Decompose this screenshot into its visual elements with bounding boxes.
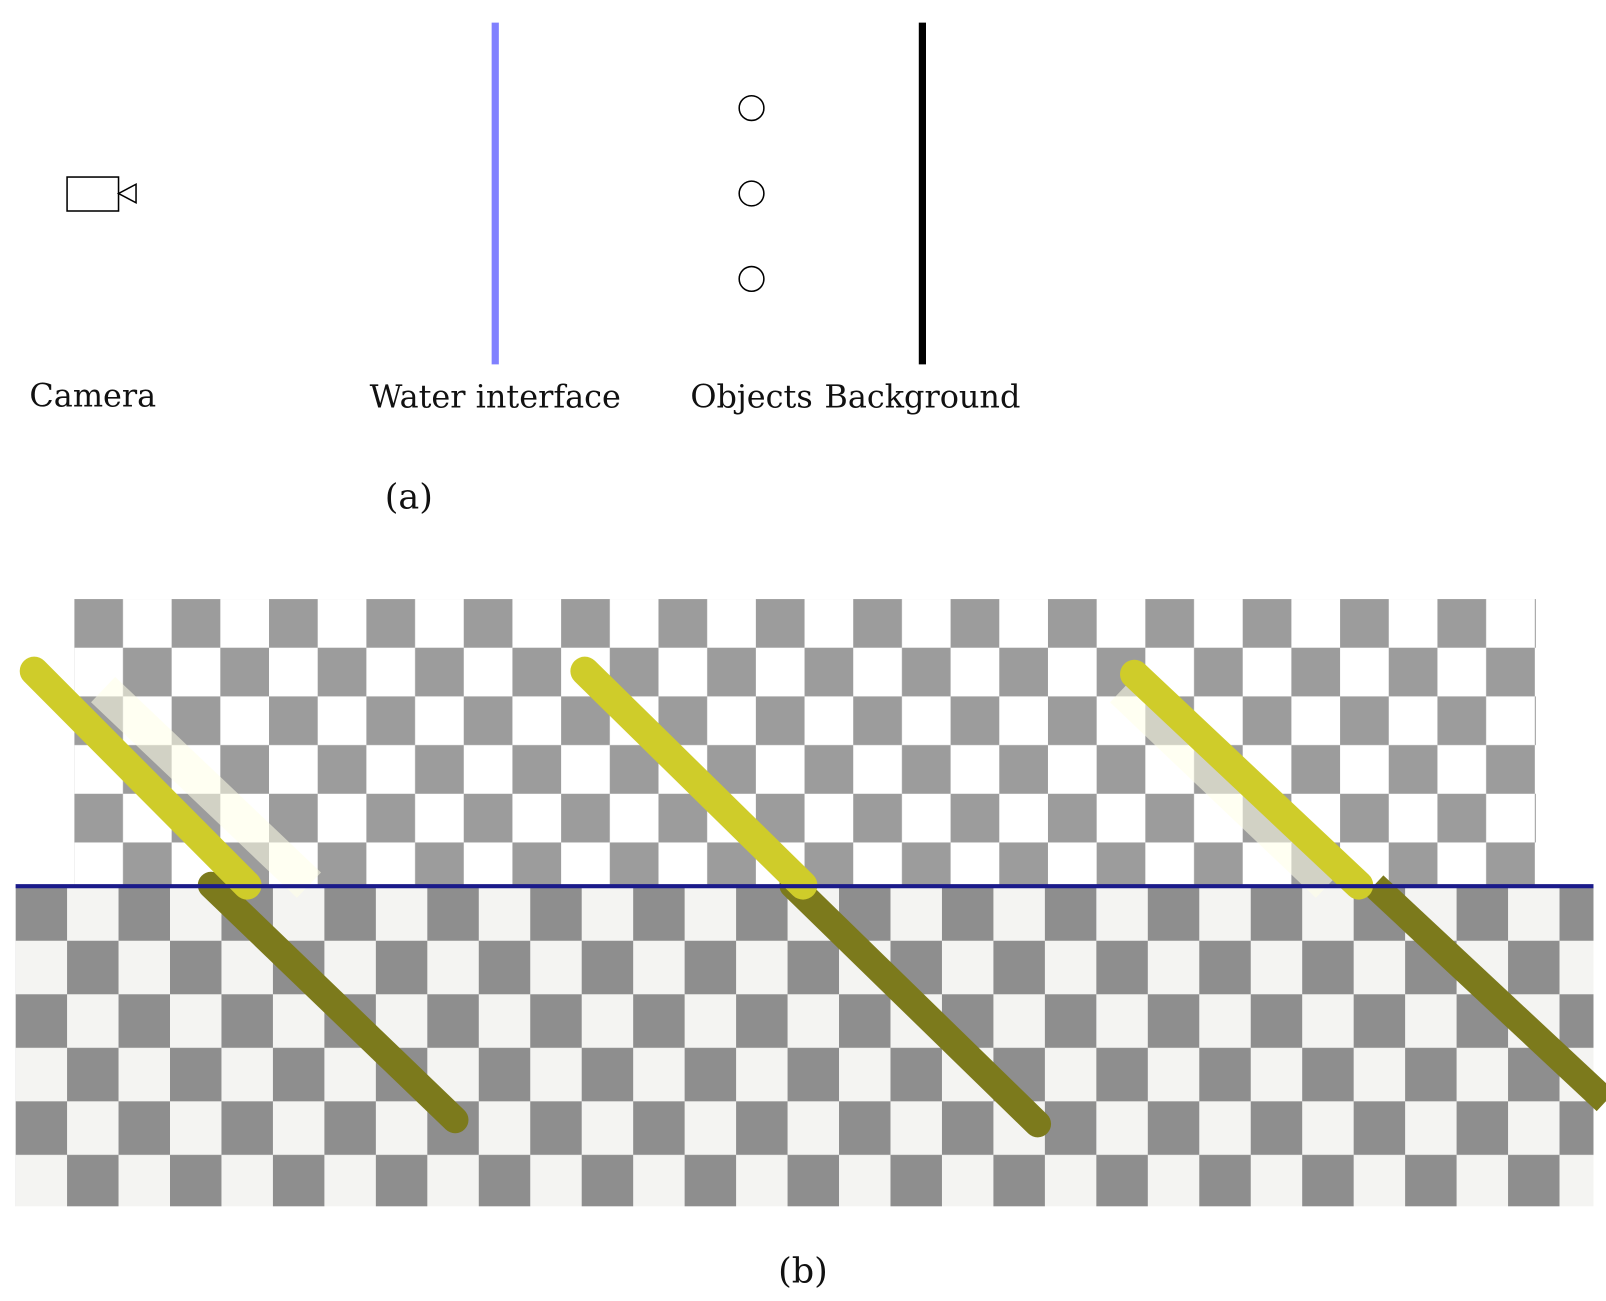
object-circle [738, 94, 765, 122]
rod-refracted [197, 871, 469, 1134]
rod [570, 656, 818, 900]
rod-shadow [91, 676, 322, 898]
object-circle [738, 180, 765, 207]
diagram-a: Camera Water interface Objects Backgroun… [29, 22, 1020, 517]
panel-label: (a) [385, 477, 433, 517]
camera-icon [66, 176, 120, 212]
rod [1120, 659, 1374, 900]
rod [19, 656, 262, 900]
label: Background [824, 378, 1020, 416]
object-circle [738, 265, 765, 293]
rod-refracted [779, 871, 1052, 1138]
label: Camera [29, 377, 156, 415]
camera-lens [116, 182, 137, 205]
label: Water interface [370, 378, 621, 416]
label: Objects [690, 378, 812, 416]
rod-refracted [1365, 875, 1606, 1112]
render-b: (b) [15, 599, 1606, 1291]
rod-shadow [1110, 676, 1340, 898]
panel-label: (b) [778, 1251, 828, 1291]
